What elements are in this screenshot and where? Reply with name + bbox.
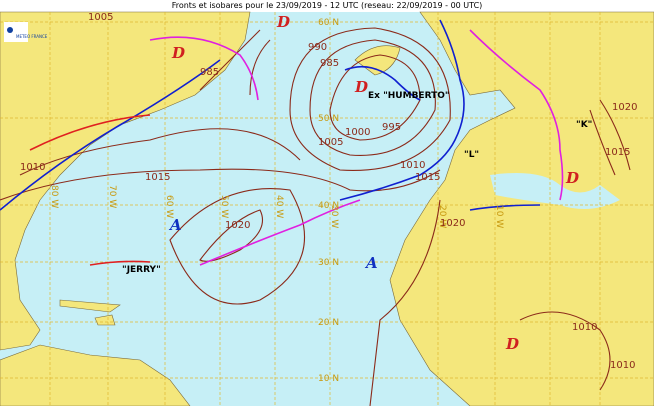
isobar-label: 1010 <box>572 322 597 333</box>
storm-name: "JERRY" <box>122 265 161 275</box>
lat-label: 60 N <box>318 18 339 28</box>
europe-africa <box>389 11 654 406</box>
isobar-label: 1015 <box>145 172 170 183</box>
isobar-label: 990 <box>308 42 327 53</box>
pressure-center: D <box>505 335 519 353</box>
isobar-label: 995 <box>382 122 401 133</box>
lon-label: 80 W <box>49 185 59 208</box>
isobars <box>0 27 631 406</box>
pressure-center: D <box>565 169 579 187</box>
title: Fronts et isobares pour le 23/09/2019 - … <box>172 1 483 10</box>
graticule <box>0 12 654 406</box>
lon-label: 20 W <box>437 205 447 228</box>
north-america <box>0 11 251 351</box>
pressure-center: A <box>168 216 182 234</box>
isobar-label: 985 <box>200 67 219 78</box>
pressure-center: D <box>354 78 368 96</box>
logo-box <box>4 22 28 42</box>
isobar-label: 1005 <box>88 12 113 23</box>
storm-name: "K" <box>576 120 592 130</box>
isobar-label: 985 <box>320 58 339 69</box>
lat-label: 10 N <box>318 374 339 384</box>
isobar-label: 1010 <box>20 162 45 173</box>
mediterranean <box>490 172 620 209</box>
fronts <box>0 19 564 266</box>
lat-label: 50 N <box>318 114 339 124</box>
isobar-label: 1015 <box>605 147 630 158</box>
pressure-center: A <box>364 254 378 272</box>
storm-name: Ex "HUMBERTO" <box>368 91 450 101</box>
lon-label: 70 W <box>107 185 117 208</box>
lon-label: 10 W <box>494 205 504 228</box>
isobar-label: 1005 <box>318 137 343 148</box>
lat-label: 40 N <box>318 201 339 211</box>
isobar-label: 1010 <box>610 360 635 371</box>
lon-label: 30 W <box>329 205 339 228</box>
pressure-center: D <box>171 44 185 62</box>
storm-name: "L" <box>464 150 479 160</box>
lon-label: 40 W <box>274 195 284 218</box>
lon-label: 50 W <box>219 195 229 218</box>
isobar-label: 1020 <box>225 220 250 231</box>
pressure-center: D <box>276 13 290 31</box>
isobar-label: 1000 <box>345 127 370 138</box>
labels: 60 N 50 N 40 N 30 N 20 N 10 N 80 W 70 W 60 W 50 W… <box>20 12 637 384</box>
lat-label: 20 N <box>318 318 339 328</box>
caribbean <box>59 299 121 326</box>
isobar-label: 1010 <box>400 160 425 171</box>
isobar-label: 1020 <box>612 102 637 113</box>
south-america <box>0 344 191 406</box>
land <box>0 11 654 406</box>
isobar-label: 1020 <box>440 218 465 229</box>
logo-icon <box>7 27 13 33</box>
lon-label: 60 W <box>164 195 174 218</box>
lat-label: 30 N <box>318 258 339 268</box>
isobar-label: 1015 <box>415 172 440 183</box>
logo: METEO FRANCE <box>16 34 48 39</box>
